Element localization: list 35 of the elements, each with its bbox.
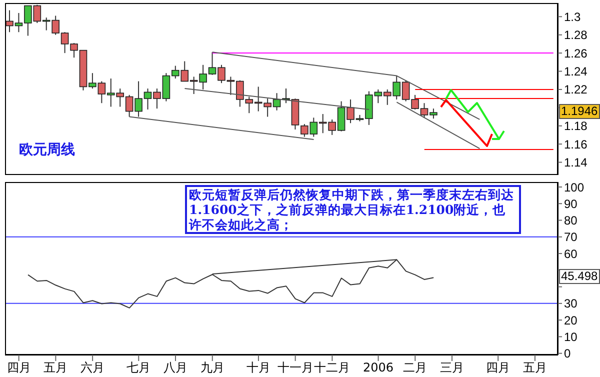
y-tick-label: 80 (564, 214, 578, 228)
y-tick-label: 1.24 (564, 64, 588, 79)
y-tick-label: 1.22 (564, 82, 588, 97)
x-tick-label: 十月 (246, 360, 270, 375)
x-tick-label: 二月 (403, 360, 428, 375)
x-tick-label: 九月 (200, 360, 224, 375)
x-tick-label: 五月 (522, 360, 547, 375)
y-tick-label: 0 (564, 346, 571, 361)
y-tick-label: 10 (564, 330, 578, 344)
y-tick-label: 60 (564, 246, 578, 261)
text: 45.498 (559, 268, 600, 284)
y-tick-label: 1.26 (564, 46, 588, 60)
x-tick-label: 五月 (44, 360, 68, 375)
x-tick-label: 十二月 (314, 360, 350, 375)
x-tick-label: 十一月 (277, 360, 314, 375)
y-tick-label: 1.3 (564, 10, 582, 24)
y-tick-label: 100 (564, 180, 584, 194)
x-tick-label: 2006 (363, 360, 394, 375)
y-tick-label: 90 (564, 196, 578, 211)
x-tick-label: 七月 (126, 360, 151, 375)
y-tick-label: 30 (564, 296, 578, 311)
y-tick-label: 1.18 (564, 119, 588, 134)
x-tick-label: 三月 (440, 360, 464, 375)
x-tick-label: 六月 (80, 360, 105, 375)
x-tick-label: 四月 (486, 360, 510, 375)
x-tick-label: 四月 (6, 360, 31, 375)
x-tick-label: 八月 (164, 360, 188, 375)
annotation: 欧元周线 (19, 141, 75, 159)
y-tick-label: 1.28 (564, 28, 588, 42)
y-tick-label: 1.16 (564, 137, 588, 152)
y-tick-label: 70 (564, 230, 578, 244)
annotation: 欧元短暂反弹后仍然恢复中期下跌，第一季度末左右到达1.1600之下，之前反弹的最大目标在1.2100附近，也许不会如此之高； (185, 185, 521, 234)
y-tick-label: 20 (564, 313, 578, 328)
text: 1.1946 (559, 104, 600, 119)
y-tick-label: 1.14 (564, 156, 588, 170)
